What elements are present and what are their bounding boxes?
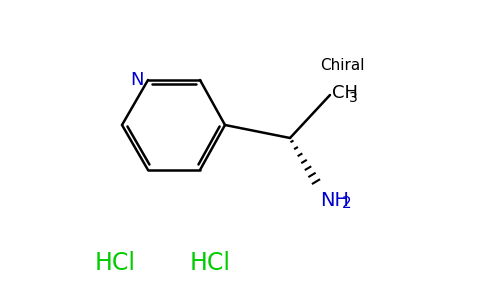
Text: 2: 2: [342, 196, 351, 211]
Text: HCl: HCl: [190, 251, 230, 275]
Text: CH: CH: [332, 84, 358, 102]
Text: Chiral: Chiral: [320, 58, 364, 73]
Text: N: N: [131, 71, 144, 89]
Text: 3: 3: [349, 91, 358, 105]
Text: NH: NH: [320, 191, 349, 210]
Text: HCl: HCl: [94, 251, 136, 275]
